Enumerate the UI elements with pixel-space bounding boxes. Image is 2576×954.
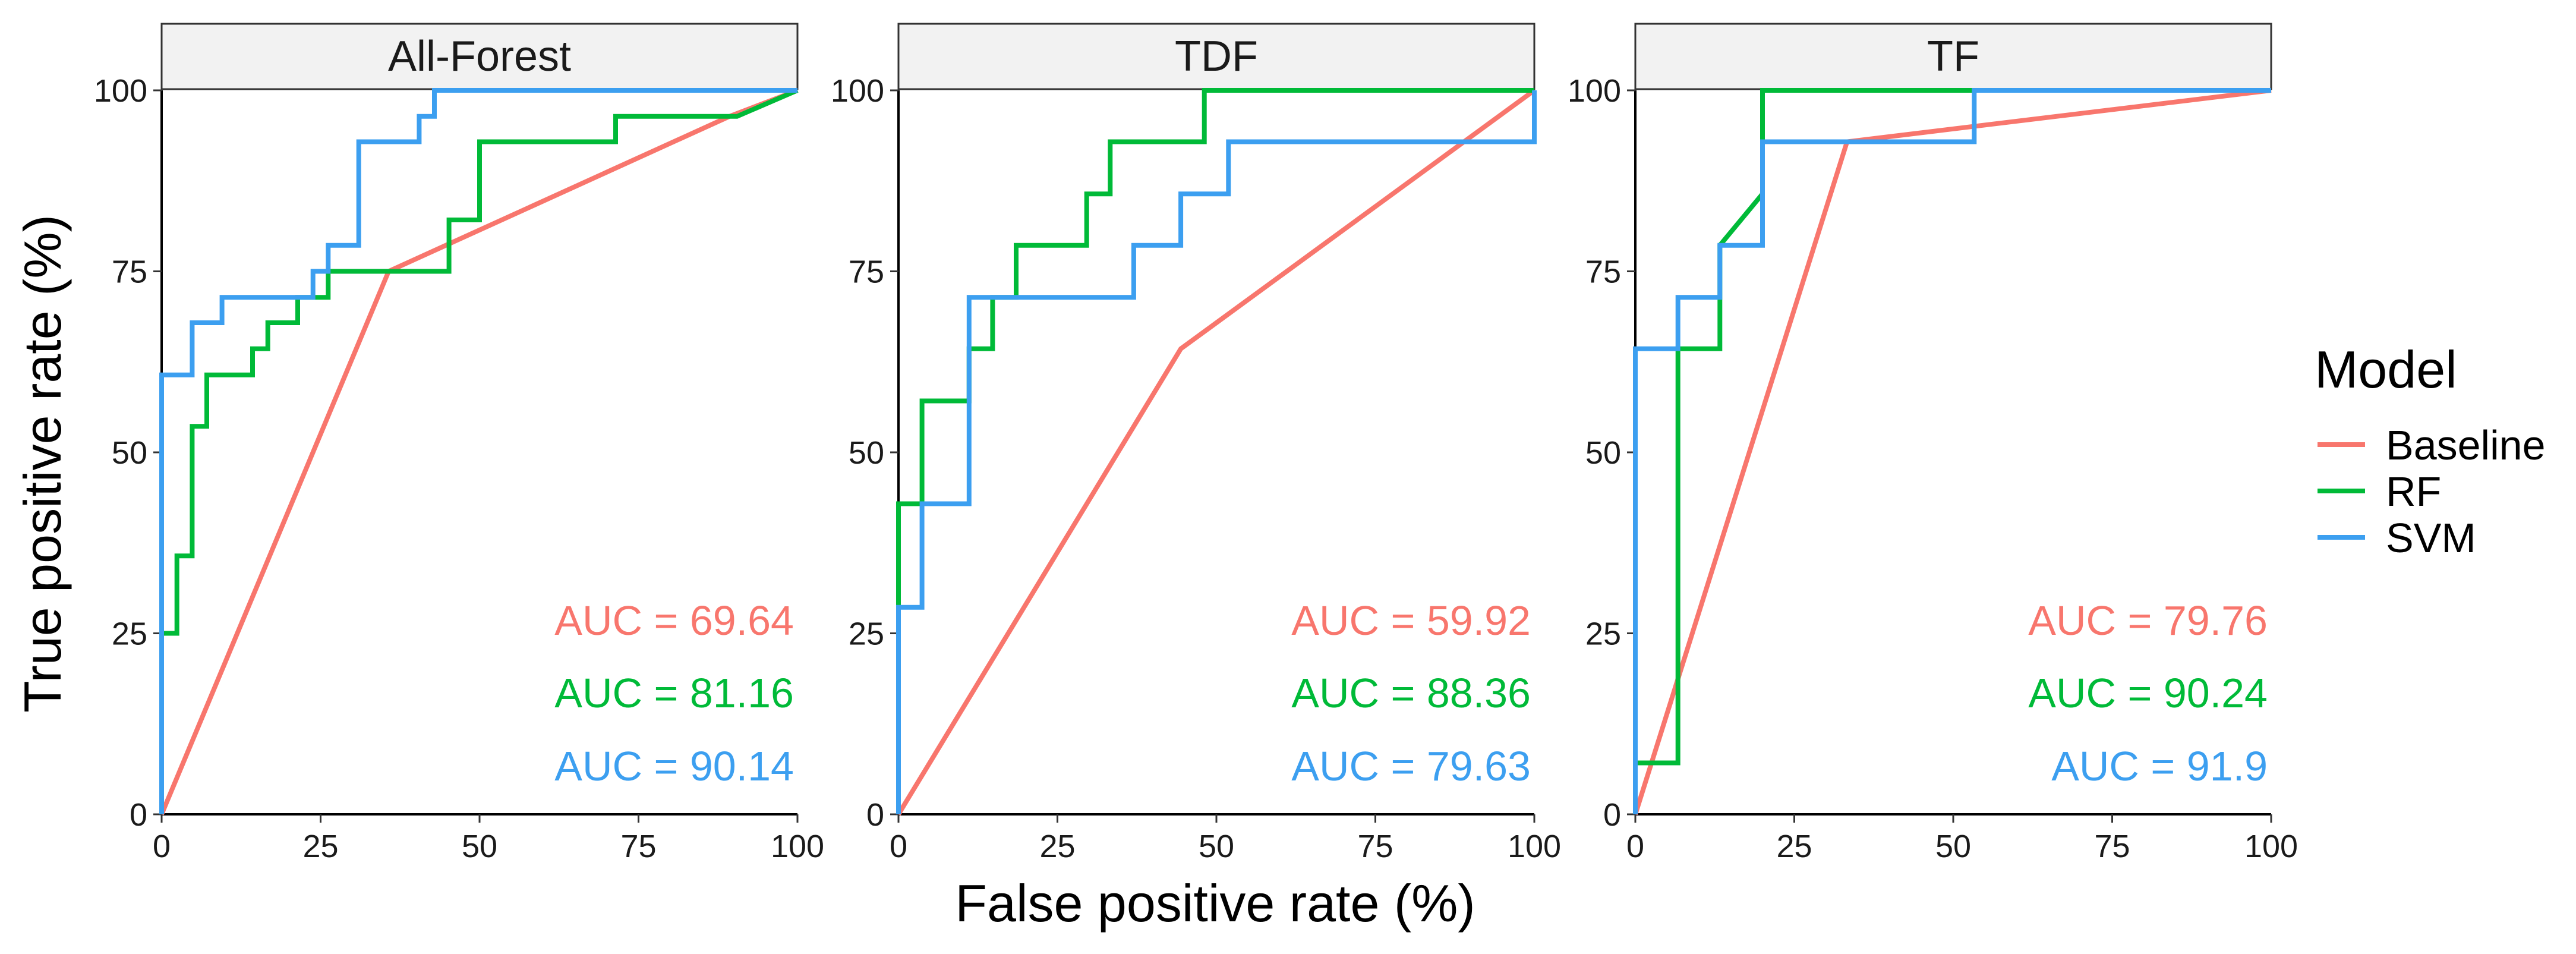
auc-label-rf-tdf: AUC = 88.36 (1291, 670, 1531, 716)
y-tick-label: 75 (849, 254, 884, 290)
auc-label-baseline-all-forest: AUC = 69.64 (554, 597, 794, 644)
x-tick-label: 0 (1626, 829, 1644, 864)
y-tick-label: 50 (1585, 435, 1621, 471)
y-tick-label: 75 (1585, 254, 1621, 290)
x-tick-label: 25 (302, 829, 338, 864)
y-tick-label: 0 (866, 797, 884, 833)
y-tick-label: 100 (1568, 73, 1621, 109)
y-tick-label: 25 (112, 616, 147, 652)
y-tick-label: 25 (849, 616, 884, 652)
y-tick-label: 0 (1603, 797, 1621, 833)
y-tick-label: 0 (130, 797, 147, 833)
series-line-rf-tf (1633, 88, 2271, 814)
x-tick-label: 75 (2094, 829, 2130, 864)
x-tick-label: 0 (153, 829, 171, 864)
y-tick-label: 50 (112, 435, 147, 471)
panel-all-forest: All-Forest 0 25 50 75 100 0 25 50 75 100 AUC = 69.6… (94, 23, 824, 864)
series-line-rf-all-forest (159, 88, 799, 814)
x-tick-label: 50 (1935, 829, 1971, 864)
panel-title-tf: TF (1927, 33, 1979, 80)
x-axis-title: False positive rate (%) (955, 874, 1475, 933)
legend-title: Model (2315, 340, 2457, 399)
y-tick-label: 25 (1585, 616, 1621, 652)
x-tick-label: 50 (1199, 829, 1234, 864)
legend-label-rf: RF (2386, 468, 2441, 515)
panel-tdf: TDF 0 25 50 75 100 0 25 50 75 100 AUC = 59.92 AUC = … (831, 23, 1561, 864)
panel-title-tdf: TDF (1175, 33, 1258, 80)
panels-layer: All-Forest 0 25 50 75 100 0 25 50 75 100 AUC = 69.6… (94, 23, 2298, 864)
panel-tf: TF 0 25 50 75 100 0 25 50 75 100 AUC = 79.76 AUC = 9… (1568, 23, 2298, 864)
panel-title-all-forest: All-Forest (388, 33, 571, 80)
y-axis-title: True positive rate (%) (13, 215, 72, 713)
legend-label-baseline: Baseline (2386, 422, 2546, 468)
x-tick-label: 75 (620, 829, 656, 864)
series-line-baseline-tdf (896, 88, 1536, 816)
series-line-svm-all-forest (159, 88, 797, 814)
y-tick-label: 100 (831, 73, 884, 109)
auc-label-rf-all-forest: AUC = 81.16 (554, 670, 794, 716)
x-tick-label: 0 (890, 829, 907, 864)
x-tick-label: 75 (1357, 829, 1393, 864)
y-tick-label: 100 (94, 73, 147, 109)
x-tick-label: 100 (2244, 829, 2298, 864)
x-tick-label: 25 (1039, 829, 1075, 864)
y-tick-label: 50 (849, 435, 884, 471)
auc-label-svm-tdf: AUC = 79.63 (1291, 743, 1531, 789)
x-tick-label: 50 (462, 829, 497, 864)
auc-label-svm-tf: AUC = 91.9 (2051, 743, 2268, 789)
auc-label-svm-all-forest: AUC = 90.14 (554, 743, 794, 789)
x-tick-label: 100 (1508, 829, 1561, 864)
auc-label-baseline-tf: AUC = 79.76 (2028, 597, 2268, 644)
y-tick-label: 75 (112, 254, 147, 290)
series-line-svm-tf (1633, 88, 2271, 814)
panel-strip-tf (1634, 23, 2272, 90)
legend-label-svm: SVM (2386, 515, 2476, 561)
series-line-svm-tdf (896, 90, 1537, 814)
x-tick-label: 100 (771, 829, 824, 864)
auc-label-baseline-tdf: AUC = 59.92 (1291, 597, 1531, 644)
auc-label-rf-tf: AUC = 90.24 (2028, 670, 2268, 716)
panel-strip-tdf (897, 23, 1535, 90)
panel-strip-all-forest (160, 23, 799, 90)
x-tick-label: 25 (1776, 829, 1812, 864)
